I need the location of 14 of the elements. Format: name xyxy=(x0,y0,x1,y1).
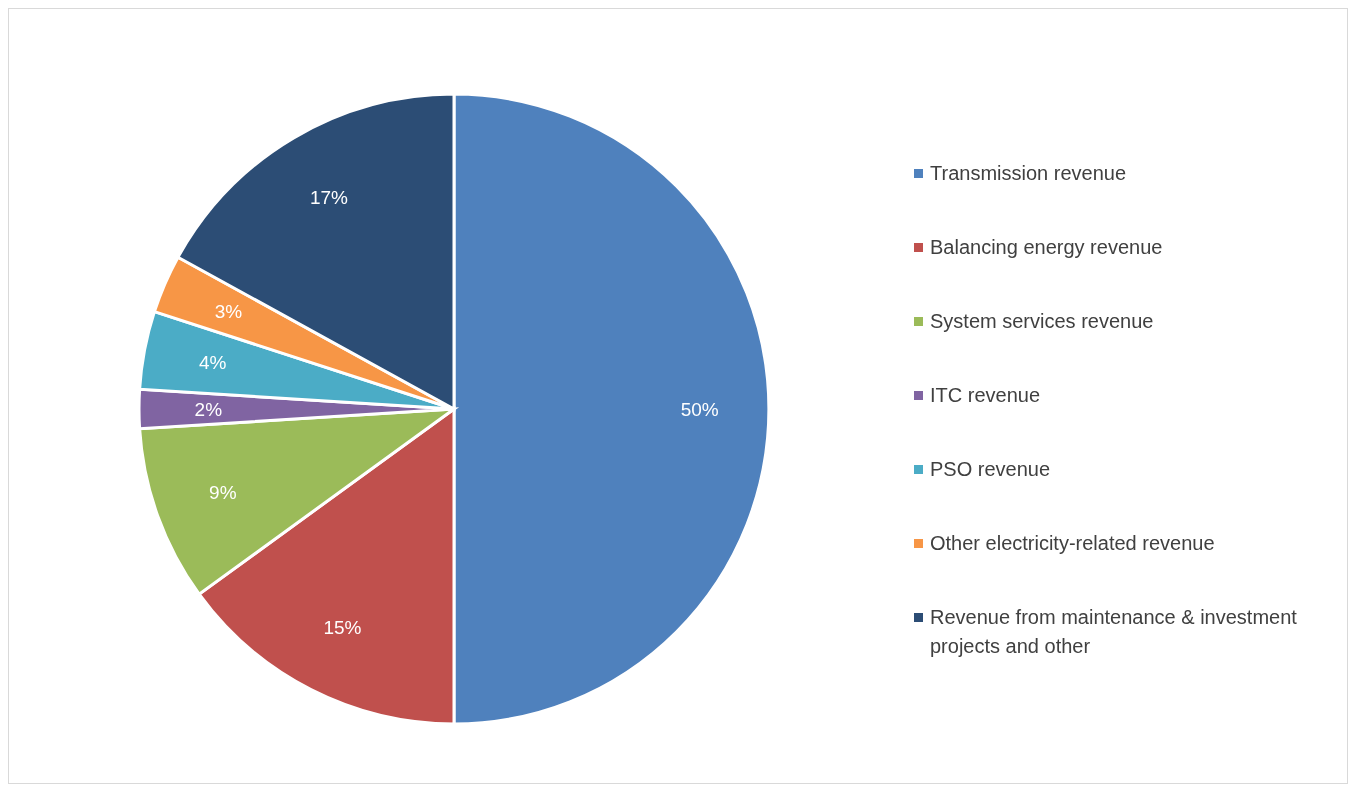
data-label: 15% xyxy=(323,617,362,639)
data-label: 2% xyxy=(194,398,223,420)
data-label: 4% xyxy=(198,352,227,374)
legend-label: Balancing energy revenue xyxy=(930,235,1164,260)
data-label: 9% xyxy=(209,481,237,503)
legend-label: System services revenue xyxy=(930,309,1155,334)
legend-label: Other electricity-related revenue xyxy=(930,531,1216,556)
legend-label: Transmission revenue xyxy=(930,161,1127,186)
legend-label: ITC revenue xyxy=(930,383,1042,408)
data-label: 3% xyxy=(214,300,243,322)
data-label: 17% xyxy=(309,187,349,209)
legend-label: PSO revenue xyxy=(930,457,1052,482)
legend-label: Revenue from maintenance & investment projects and other xyxy=(930,605,1298,659)
data-label: 50% xyxy=(680,398,719,420)
